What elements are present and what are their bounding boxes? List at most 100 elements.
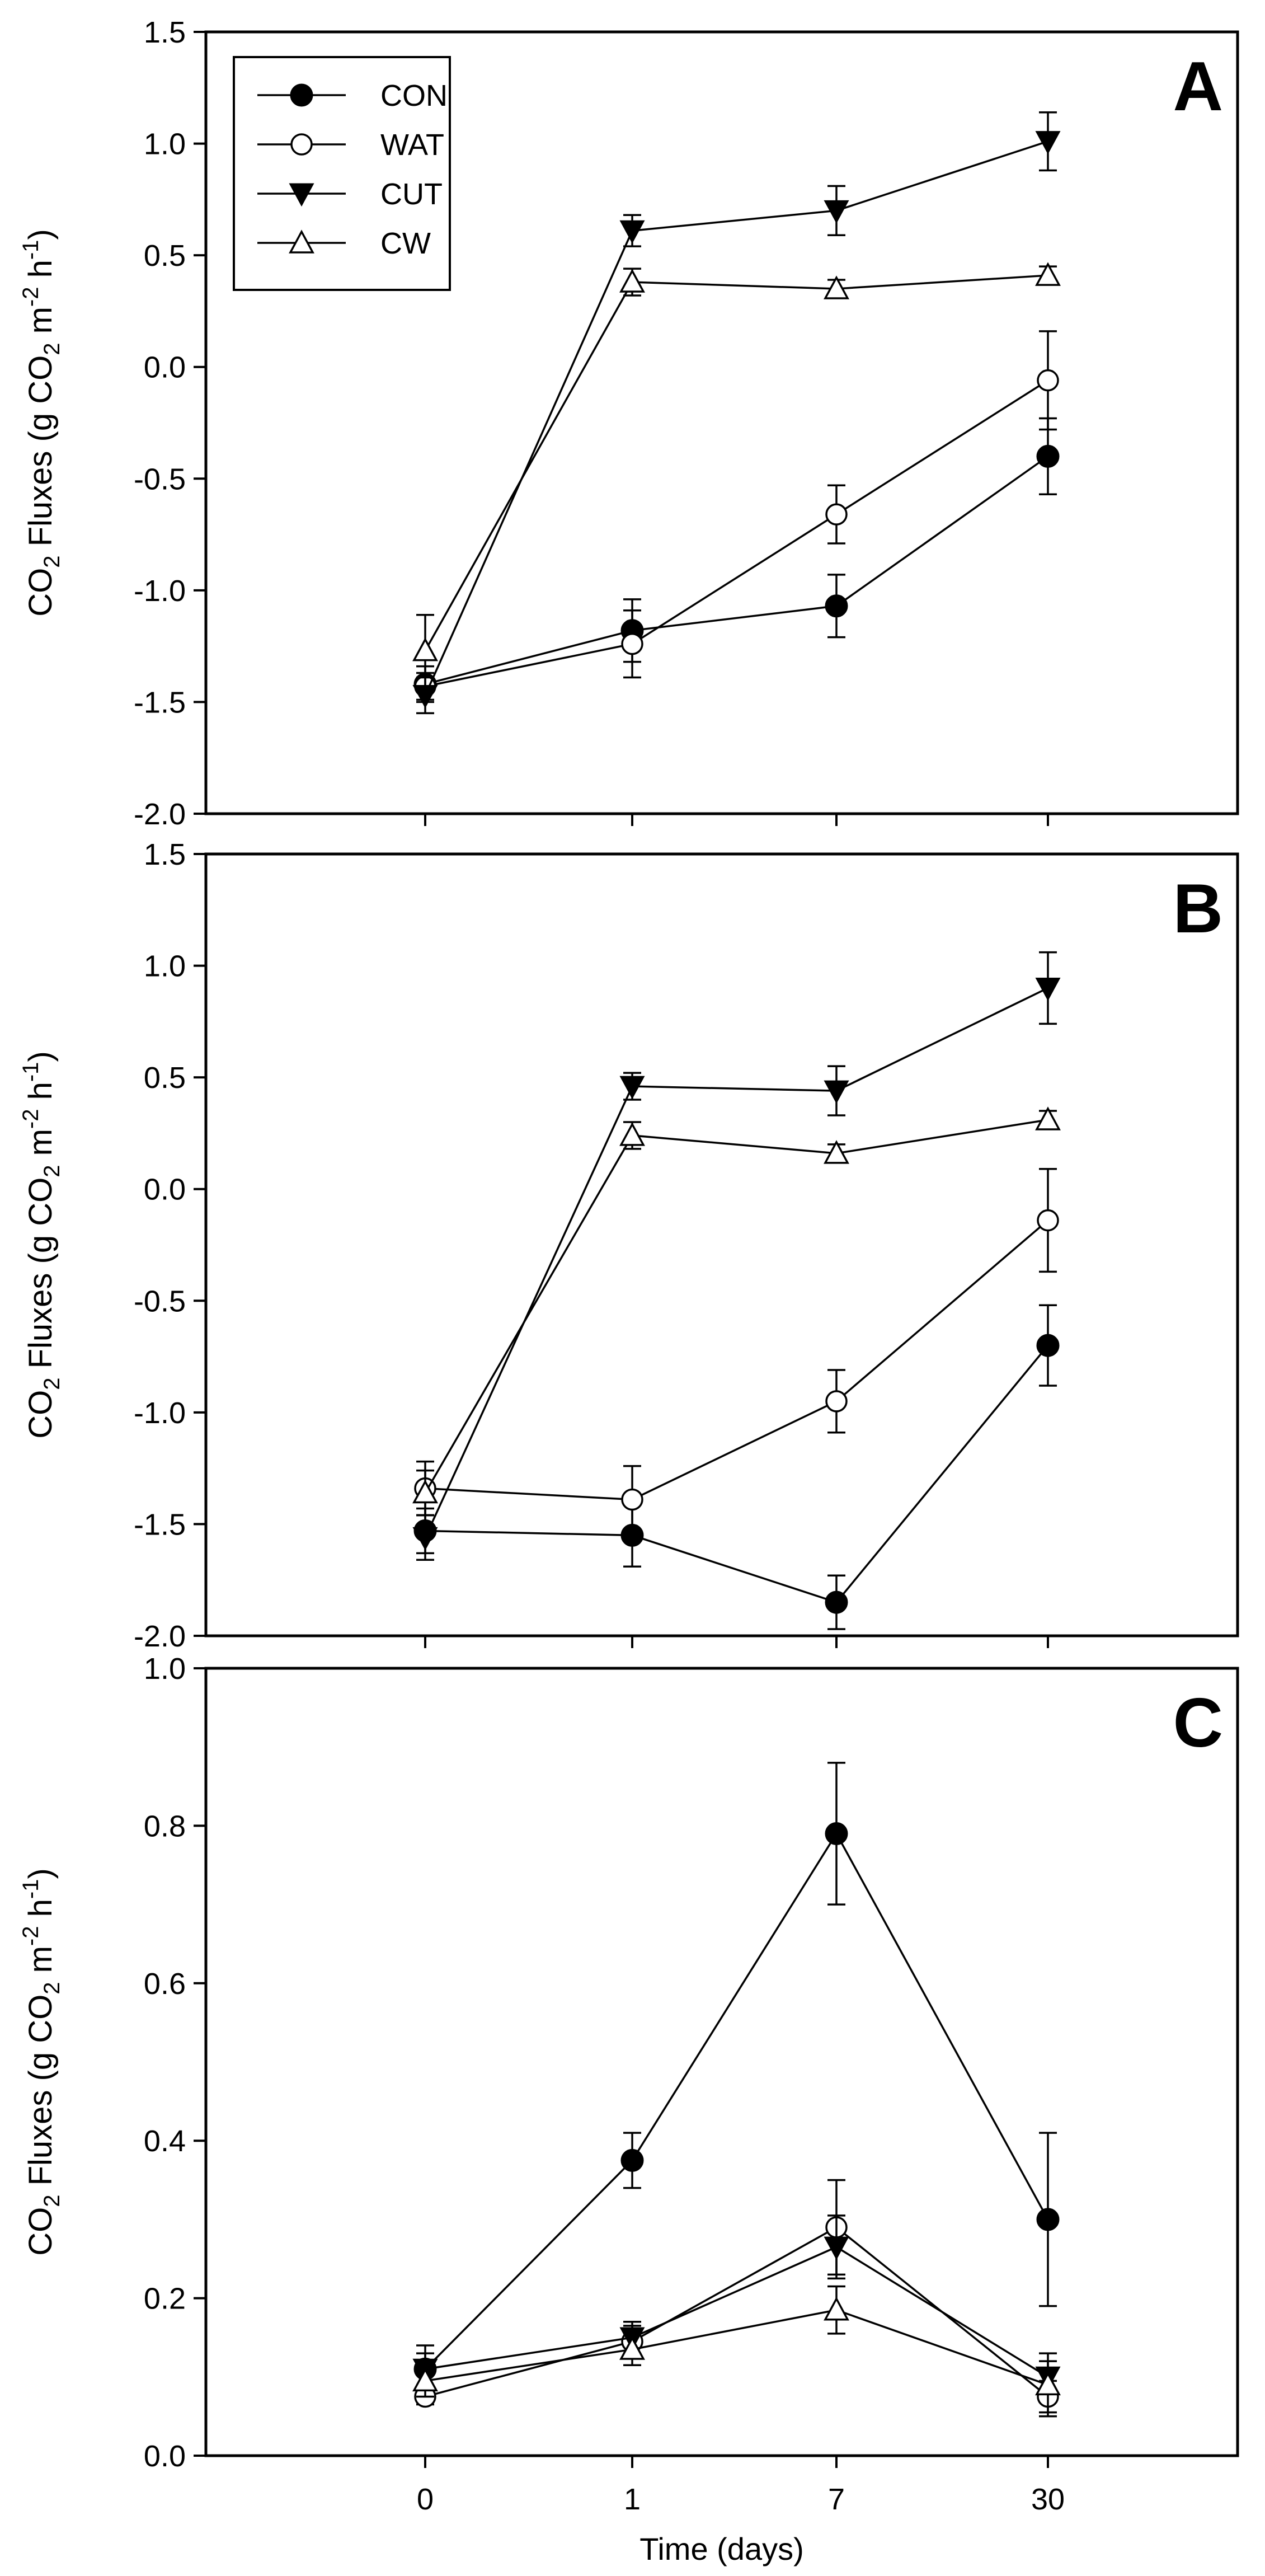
data-point — [1035, 2371, 1061, 2396]
x-tick-label: 1 — [624, 2483, 641, 2516]
series-line — [425, 455, 1049, 686]
series-con — [413, 1304, 1060, 1630]
data-point — [1036, 1334, 1060, 1357]
y-tick-label: -2.0 — [134, 797, 186, 831]
y-tick-label: -1.0 — [134, 574, 186, 608]
y-tick-label: 1.5 — [144, 838, 186, 871]
data-point — [1035, 977, 1061, 1001]
legend-marker — [290, 133, 313, 156]
plot-frame — [204, 852, 1239, 1637]
legend-label: CON — [380, 79, 448, 112]
data-point — [412, 2367, 438, 2392]
data-point — [620, 2148, 644, 2172]
ylabel-text-main: Fluxes (g CO — [22, 1177, 59, 1378]
y-tick-label: 0.0 — [144, 351, 186, 384]
ylabel-text-main: Fluxes (g CO — [22, 1995, 59, 2195]
data-point — [825, 1822, 848, 1845]
data-point — [412, 637, 438, 661]
ylabel-superscript: -2 — [18, 1926, 43, 1946]
series-line — [425, 1219, 1049, 1501]
data-point — [1036, 444, 1060, 468]
y-tick-label: 1.0 — [144, 1652, 186, 1686]
legend-marker — [289, 183, 314, 207]
panel-letter: C — [1173, 1685, 1223, 1762]
series-line — [424, 1119, 1048, 1494]
y-tick-label: 1.5 — [144, 16, 186, 49]
series-cut — [412, 2214, 1061, 2394]
ylabel-text-co: CO — [22, 568, 59, 617]
series-cut — [412, 951, 1061, 1561]
y-tick-label: 0.0 — [144, 2439, 186, 2473]
data-point — [412, 684, 438, 708]
ylabel-superscript: -2 — [18, 287, 43, 307]
series-line — [425, 2308, 1048, 2386]
legend-label: CUT — [380, 177, 443, 211]
data-point — [619, 220, 645, 244]
ylabel-subscript: 2 — [40, 2195, 64, 2207]
y-axis-label: CO2 Fluxes (g CO2 m-2 h-1) — [18, 1868, 64, 2256]
panel-letter: B — [1173, 870, 1223, 947]
plot-frame — [204, 30, 1239, 815]
ylabel-text-m: m — [22, 307, 59, 342]
ylabel-text-co: CO — [22, 1390, 59, 1439]
ylabel-text-m: m — [22, 1129, 59, 1165]
data-point — [824, 275, 849, 299]
ylabel-subscript: 2 — [40, 1982, 64, 1995]
ylabel-superscript: -1 — [18, 1062, 43, 1082]
y-tick-label: 0.2 — [144, 2282, 186, 2316]
x-axis-label: Time (days) — [639, 2531, 804, 2566]
ylabel-superscript: -2 — [18, 1109, 43, 1129]
data-point — [1037, 1209, 1059, 1232]
panel-letter: A — [1173, 48, 1223, 125]
data-point — [825, 594, 848, 618]
series-con — [413, 1762, 1060, 2394]
data-point — [824, 1080, 849, 1104]
y-tick-label: -1.5 — [134, 686, 186, 719]
series-cut — [412, 111, 1061, 715]
y-tick-label: -0.5 — [134, 1284, 186, 1318]
ylabel-text-end: ) — [22, 1868, 59, 1879]
data-point — [1036, 2208, 1060, 2231]
series-line — [424, 274, 1048, 651]
series-line — [425, 379, 1048, 688]
data-point — [824, 2297, 849, 2321]
ylabel-text-co: CO — [22, 2207, 59, 2256]
data-point — [824, 1140, 849, 1164]
data-point — [1035, 131, 1061, 154]
series-line — [424, 987, 1048, 1538]
data-point — [825, 503, 848, 525]
ylabel-text-end: ) — [22, 229, 59, 240]
legend-label: CW — [380, 227, 431, 260]
ylabel-text-m: m — [22, 1946, 59, 1982]
ylabel-superscript: -1 — [18, 1879, 43, 1899]
y-tick-label: 0.5 — [144, 1061, 186, 1095]
series-cw — [412, 262, 1061, 688]
y-tick-label: 0.0 — [144, 1173, 186, 1207]
ylabel-text-h: h — [22, 1899, 59, 1926]
series-line — [424, 140, 1048, 696]
legend-marker — [289, 229, 314, 254]
data-point — [825, 1390, 848, 1413]
data-point — [824, 2236, 849, 2260]
ylabel-subscript: 2 — [40, 1165, 64, 1177]
data-point — [619, 1122, 645, 1146]
y-axis-label: CO2 Fluxes (g CO2 m-2 h-1) — [18, 1051, 64, 1439]
x-tick-label: 0 — [417, 2483, 434, 2516]
y-tick-label: -1.0 — [134, 1396, 186, 1430]
plot-frame — [204, 1667, 1239, 2457]
data-point — [824, 200, 849, 224]
data-point — [825, 1590, 848, 1614]
series-wat — [414, 330, 1059, 701]
ylabel-text-h: h — [22, 260, 59, 287]
y-tick-label: 1.0 — [144, 950, 186, 983]
series-con — [413, 417, 1060, 703]
data-point — [619, 269, 645, 293]
y-tick-label: 0.8 — [144, 1809, 186, 1843]
ylabel-text-h: h — [22, 1082, 59, 1109]
ylabel-subscript: 2 — [40, 343, 64, 355]
data-point — [619, 2336, 645, 2360]
ylabel-subscript: 2 — [40, 556, 64, 568]
ylabel-text-main: Fluxes (g CO — [22, 355, 59, 556]
